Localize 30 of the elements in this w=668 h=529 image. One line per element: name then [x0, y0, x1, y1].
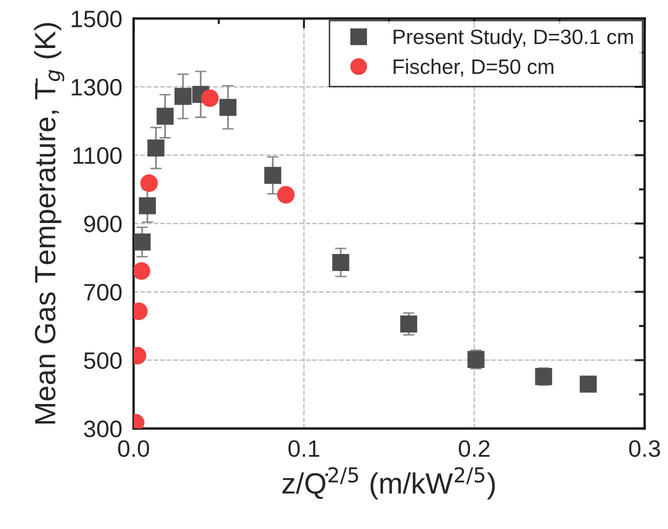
y-tick-label: 1500: [72, 10, 122, 28]
y-tick-label: 1100: [74, 147, 122, 164]
point: [277, 186, 295, 204]
point: [219, 98, 236, 116]
y-tick-label: 1300: [72, 78, 122, 96]
x-tick-label: 0.1: [288, 440, 320, 457]
point: [147, 139, 164, 157]
point: [156, 108, 174, 125]
x-tick-label: 0.3: [629, 440, 660, 457]
y-tick-label: 300: [84, 420, 122, 438]
point: [201, 89, 219, 107]
legend-label: Fischer, D=50 cm: [394, 58, 554, 77]
x-tick-label: 0.2: [458, 440, 490, 457]
point: [580, 376, 597, 393]
y-tick-label: 700: [84, 284, 122, 301]
y-tick-label: 500: [84, 352, 122, 369]
y-tick-label: 900: [84, 216, 122, 232]
x-tick-label: 0.0: [118, 440, 150, 457]
y-axis-title: Mean Gas Temperature, T̄$_{g}$ (K): [34, 23, 64, 424]
x-axis-title: z/Q̇$^{2/5}$ (m/kW$^{2/5}$): [282, 467, 495, 500]
legend-label: Present Study, D=30.1 cm: [394, 28, 633, 48]
point: [134, 233, 151, 250]
point: [467, 350, 484, 368]
point: [264, 166, 282, 184]
point: [140, 174, 158, 192]
point: [400, 315, 418, 332]
point: [138, 197, 156, 214]
point: [332, 254, 350, 271]
point: [174, 88, 192, 105]
point: [134, 262, 150, 280]
